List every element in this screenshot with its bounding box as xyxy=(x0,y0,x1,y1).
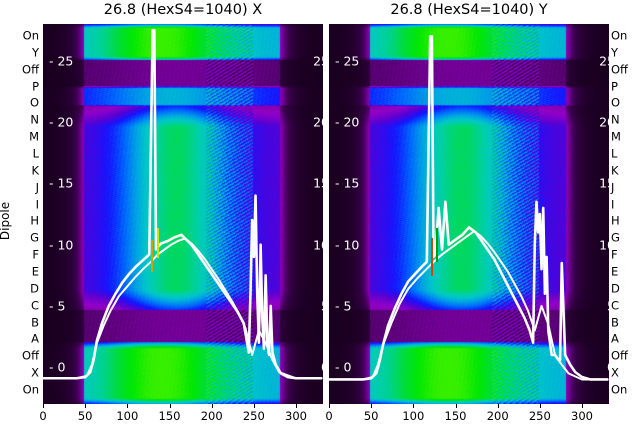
x-tick-mark-50 xyxy=(85,404,87,408)
category-tick-i-10: I xyxy=(35,197,39,212)
category-tick-a-18: A xyxy=(31,331,39,346)
x-tick-label-300: 300 xyxy=(285,409,307,423)
x-tick-label-150: 150 xyxy=(158,409,181,423)
x-tick-label-250: 250 xyxy=(528,409,551,423)
category-tick-y-1: Y xyxy=(31,45,39,60)
heatmap-image-left xyxy=(43,24,323,404)
category-tick-d-15: D xyxy=(611,281,620,296)
data-line-left-0 xyxy=(43,28,323,380)
category-axis-left: On Y Off P O N M L K J I H G F E D C B A Off X On xyxy=(5,24,41,404)
x-tick-mark-0 xyxy=(43,404,44,408)
line-overlay-left xyxy=(43,28,323,380)
category-tick-y-1: Y xyxy=(611,45,619,60)
x-axis-left: 0 50 100 150 200 250 300 xyxy=(39,404,323,438)
x-axis-right: 0 50 100 150 200 250 300 xyxy=(325,404,609,438)
category-tick-p-3: P xyxy=(611,79,618,94)
x-tick-label-200: 200 xyxy=(486,409,509,423)
x-tick-mark-200 xyxy=(497,404,499,408)
category-tick-l-7: L xyxy=(611,146,618,161)
x-tick-mark-250 xyxy=(253,404,255,408)
category-tick-p-3: P xyxy=(32,79,39,94)
category-tick-j-9: J xyxy=(35,180,39,195)
category-tick-a-18: A xyxy=(611,331,619,346)
x-tick-mark-0 xyxy=(329,404,330,408)
category-tick-f-13: F xyxy=(611,247,618,262)
category-tick-c-16: C xyxy=(611,298,620,313)
category-tick-n-5: N xyxy=(611,112,620,127)
x-tick-mark-100 xyxy=(413,404,415,408)
category-tick-m-6: M xyxy=(611,129,621,144)
category-tick-i-10: I xyxy=(611,197,615,212)
category-tick-g-12: G xyxy=(30,230,39,245)
data-line-left-1 xyxy=(43,237,323,380)
category-tick-j-9: J xyxy=(611,180,615,195)
category-tick-off-2: Off xyxy=(611,62,628,77)
x-tick-mark-200 xyxy=(211,404,213,408)
category-tick-h-11: H xyxy=(611,213,620,228)
x-tick-mark-300 xyxy=(296,404,297,408)
category-tick-c-16: C xyxy=(30,298,39,313)
category-tick-h-11: H xyxy=(30,213,39,228)
category-tick-l-7: L xyxy=(32,146,39,161)
category-tick-k-8: K xyxy=(31,163,39,178)
x-tick-mark-250 xyxy=(539,404,541,408)
category-tick-e-14: E xyxy=(611,264,619,279)
x-tick-label-200: 200 xyxy=(200,409,223,423)
category-tick-g-12: G xyxy=(611,230,620,245)
x-tick-label-150: 150 xyxy=(444,409,467,423)
x-tick-label-100: 100 xyxy=(116,409,139,423)
category-tick-off-19: Off xyxy=(22,348,39,363)
category-tick-x-20: X xyxy=(611,365,619,380)
x-tick-label-50: 50 xyxy=(77,409,93,423)
data-line-right-0 xyxy=(329,34,609,381)
category-tick-o-4: O xyxy=(611,95,621,110)
category-tick-d-15: D xyxy=(30,281,39,296)
panel-title-right: 26.8 (HexS4=1040) Y xyxy=(390,2,548,18)
x-tick-mark-150 xyxy=(169,404,171,408)
x-tick-mark-100 xyxy=(127,404,129,408)
heatmap-panel-left[interactable]: - 0- 5- 10- 15- 20- 250510152025 xyxy=(43,24,323,404)
x-tick-label-250: 250 xyxy=(242,409,265,423)
category-tick-off-2: Off xyxy=(22,62,39,77)
x-tick-label-100: 100 xyxy=(402,409,425,423)
category-tick-x-20: X xyxy=(31,365,39,380)
category-tick-f-13: F xyxy=(32,247,39,262)
heatmap-panel-right[interactable]: - 0- 5- 10- 15- 20- 250510152025 xyxy=(329,24,609,404)
category-tick-on-0: On xyxy=(611,28,628,43)
line-overlay-right xyxy=(329,34,609,381)
category-tick-on-21: On xyxy=(611,382,628,397)
category-tick-k-8: K xyxy=(611,163,619,178)
x-tick-label-0: 0 xyxy=(325,409,333,423)
panel-title-left: 26.8 (HexS4=1040) X xyxy=(103,2,263,18)
x-tick-label-300: 300 xyxy=(571,409,593,423)
category-axis-right: On Y Off P O N M L K J I H G F E D C B A Off X On xyxy=(607,24,640,404)
x-tick-mark-300 xyxy=(582,404,583,408)
category-tick-on-21: On xyxy=(22,382,39,397)
x-tick-mark-50 xyxy=(371,404,373,408)
category-tick-e-14: E xyxy=(31,264,39,279)
category-tick-b-17: B xyxy=(31,315,39,330)
category-tick-on-0: On xyxy=(22,28,39,43)
x-tick-mark-150 xyxy=(455,404,457,408)
heatmap-image-right xyxy=(329,24,609,404)
x-tick-label-0: 0 xyxy=(39,409,47,423)
x-tick-label-50: 50 xyxy=(363,409,379,423)
category-tick-n-5: N xyxy=(30,112,39,127)
category-tick-off-19: Off xyxy=(611,348,628,363)
data-line-right-1 xyxy=(329,230,609,381)
category-tick-m-6: M xyxy=(29,129,39,144)
category-tick-o-4: O xyxy=(29,95,39,110)
category-tick-b-17: B xyxy=(611,315,619,330)
